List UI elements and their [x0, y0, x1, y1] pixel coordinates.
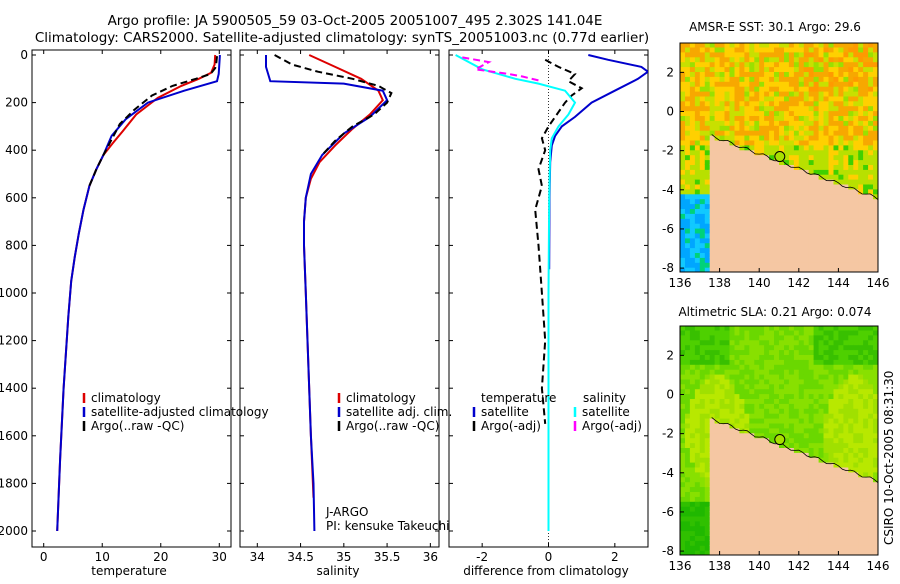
- sst_map-xtick-label: 140: [748, 276, 771, 290]
- temperature-series-0: [56, 54, 217, 532]
- sla_map-ytick-label: -4: [662, 466, 674, 480]
- figure-title-line2: Climatology: CARS2000. Satellite-adjuste…: [35, 30, 649, 46]
- salinity-xlabel: salinity: [316, 564, 359, 578]
- difference-legend-3-label: Argo(-adj): [582, 419, 642, 433]
- depth-tick-label: 1200: [0, 334, 28, 348]
- sla_map-ytick-label: -6: [662, 505, 674, 519]
- difference-legend-header-temperature: temperature: [481, 391, 556, 405]
- temperature-series-1: [56, 54, 221, 532]
- difference-xtick-label: 0: [545, 550, 553, 564]
- sla_map-field: [680, 326, 878, 555]
- salinity-xtick-label: 34: [250, 550, 265, 564]
- salinity-xtick-label: 35: [336, 550, 351, 564]
- figure-title-line1: Argo profile: JA 5900505_59 03-Oct-2005 …: [108, 13, 603, 29]
- temperature-panel: 0 10 20 30 0 200 400 600 800 1000 1200 1400 1600 1800…: [0, 48, 231, 564]
- sla_map-ytick-label: -2: [662, 427, 674, 441]
- sst_map-xtick-label: 144: [827, 276, 850, 290]
- sla_map-xtick-label: 142: [787, 559, 810, 573]
- sst_map: 136 138 140 142 144 146 2 0 -2 -4 -6 -8: [662, 42, 889, 290]
- salinity-xtick-label: 36: [423, 550, 438, 564]
- temperature-legend-2-label: Argo(..raw -QC): [91, 419, 184, 433]
- sla-map-title: Altimetric SLA: 0.21 Argo: 0.074: [678, 305, 871, 319]
- difference-legend-header-salinity: salinity: [583, 391, 626, 405]
- sst_map-ytick-label: -2: [662, 144, 674, 158]
- sst_map-field: [680, 43, 878, 272]
- sst_map-xtick-label: 136: [669, 276, 692, 290]
- sst_map-xtick-label: 146: [867, 276, 890, 290]
- salinity-series-1: [265, 55, 389, 532]
- temperature-panel-frame: [31, 49, 232, 548]
- credit-text: CSIRO 10-Oct-2005 08:31:30: [882, 371, 896, 545]
- sla_map-xtick-label: 144: [827, 559, 850, 573]
- difference-series-1: [534, 58, 584, 424]
- depth-tick-label: 600: [5, 191, 28, 205]
- salinity-legend-2-label: Argo(..raw -QC): [346, 419, 439, 433]
- depth-tick-label: 1000: [0, 286, 28, 300]
- sla_map-coastline: [711, 417, 878, 484]
- salinity-xtick-label: 34.5: [287, 550, 314, 564]
- depth-tick-label: 800: [5, 238, 28, 252]
- sst_map-ytick-label: -4: [662, 183, 674, 197]
- difference-legend-1-label: Argo(-adj): [481, 419, 541, 433]
- sla_map-ytick-label: 0: [666, 388, 674, 402]
- difference-legend-0-label: satellite: [481, 405, 529, 419]
- difference-xtick-label: 2: [611, 550, 619, 564]
- temperature-xtick-label: 10: [95, 550, 110, 564]
- sst_map-ytick-label: 0: [666, 105, 674, 119]
- sst_map-ytick-label: 2: [666, 65, 674, 79]
- sla_map-argo-float-marker: [774, 434, 786, 446]
- difference-series-2: [455, 54, 577, 531]
- depth-tick-label: 1800: [0, 476, 28, 490]
- difference-xtick-label: -2: [476, 550, 488, 564]
- depth-tick-label: 1400: [0, 381, 28, 395]
- depth-tick-label: 1600: [0, 429, 28, 443]
- sla_map-xtick-label: 146: [867, 559, 890, 573]
- temperature-xtick-label: 0: [40, 550, 48, 564]
- sla_map-xtick-label: 136: [669, 559, 692, 573]
- temperature-legend-1-label: satellite-adjusted climatology: [91, 405, 269, 419]
- temperature-series-2: [88, 56, 218, 187]
- sla_map-ytick-label: -8: [662, 544, 674, 558]
- sst_map-argo-float-marker: [774, 151, 786, 163]
- depth-tick-label: 0: [20, 48, 28, 62]
- depth-tick-label: 2000: [0, 524, 28, 538]
- difference-series-0: [548, 54, 648, 270]
- salinity-xtick-label: 35.5: [374, 550, 401, 564]
- depth-tick-label: 200: [5, 96, 28, 110]
- sla_map-xtick-label: 140: [748, 559, 771, 573]
- salinity-panel-frame: [239, 49, 440, 548]
- salinity-legend-0-label: climatology: [346, 391, 416, 405]
- sst_map-frame: [679, 42, 879, 273]
- sst_map-ytick-label: -8: [662, 261, 674, 275]
- difference-legend: temperature salinitysatelliteArgo(-adj)sa…: [472, 391, 642, 433]
- salinity-annotation-line2: PI: kensuke Takeuchi: [326, 519, 449, 533]
- sla_map-frame: [679, 325, 879, 556]
- sla_map: 136 138 140 142 144 146 2 0 -2 -4 -6 -8: [662, 325, 889, 573]
- depth-tick-label: 400: [5, 143, 28, 157]
- salinity-panel: 34 34.5 35 35.5 36: [240, 50, 439, 564]
- difference-legend-2-label: satellite: [582, 405, 630, 419]
- sst_map-xtick-label: 142: [787, 276, 810, 290]
- salinity-annotation-line1: J-ARGO: [325, 505, 368, 519]
- sst-map-title: AMSR-E SST: 30.1 Argo: 29.6: [689, 20, 861, 34]
- sla_map-xtick-label: 138: [708, 559, 731, 573]
- sst_map-xtick-label: 138: [708, 276, 731, 290]
- difference-panel: -2 0 2: [449, 50, 648, 564]
- salinity-series-2: [274, 54, 393, 156]
- sst_map-coastline: [711, 134, 878, 201]
- difference-xlabel: difference from climatology: [463, 564, 629, 578]
- figure-title: Argo profile: JA 5900505_59 03-Oct-2005 …: [35, 13, 649, 46]
- temperature-xtick-label: 30: [212, 550, 227, 564]
- sst_map-ytick-label: -6: [662, 222, 674, 236]
- temperature-xlabel: temperature: [91, 564, 166, 578]
- salinity-legend-1-label: satellite adj. clim.: [346, 405, 452, 419]
- difference-series-3: [462, 56, 543, 83]
- temperature-xtick-label: 20: [153, 550, 168, 564]
- temperature-legend-0-label: climatology: [91, 391, 161, 405]
- sla_map-ytick-label: 2: [666, 348, 674, 362]
